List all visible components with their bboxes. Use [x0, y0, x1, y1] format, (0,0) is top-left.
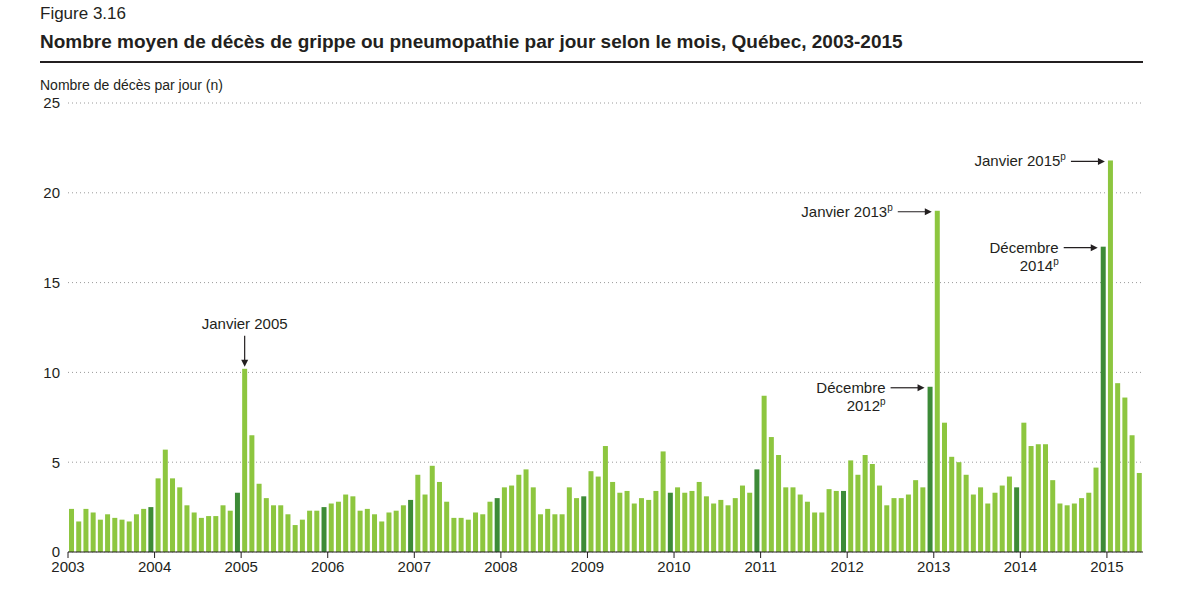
svg-text:5: 5 — [52, 454, 60, 471]
svg-text:25: 25 — [43, 94, 60, 111]
html-text:Nombre moyen de décès de gripp: Nombre moyen de décès de grippe ou pneum… — [40, 31, 903, 52]
svg-text:0: 0 — [52, 543, 60, 560]
svg-text:2008: 2008 — [484, 558, 517, 575]
svg-text:2012: 2012 — [831, 558, 864, 575]
svg-text:Janvier 2005: Janvier 2005 — [202, 315, 288, 332]
svg-text:Janvier 2013p: Janvier 2013p — [801, 202, 893, 220]
svg-text:20: 20 — [43, 184, 60, 201]
svg-text:2015: 2015 — [1090, 558, 1123, 575]
svg-text:2011: 2011 — [744, 558, 776, 575]
svg-text:2004: 2004 — [138, 558, 171, 575]
svg-text:2005: 2005 — [224, 558, 257, 575]
svg-text:15: 15 — [43, 274, 60, 291]
svg-text:2006: 2006 — [311, 558, 344, 575]
svg-text:10: 10 — [43, 364, 60, 381]
svg-text:2013: 2013 — [917, 558, 950, 575]
svg-text:2007: 2007 — [398, 558, 431, 575]
html-text:Figure 3.16: Figure 3.16 — [40, 4, 126, 23]
html-text:Nombre de décès par jour (n): Nombre de décès par jour (n) — [40, 77, 223, 93]
svg-text:Décembre2014p: Décembre2014p — [990, 239, 1060, 274]
svg-text:2014: 2014 — [1004, 558, 1037, 575]
svg-text:2010: 2010 — [657, 558, 690, 575]
svg-text:Janvier 2015p: Janvier 2015p — [974, 151, 1066, 169]
svg-text:2003: 2003 — [51, 558, 84, 575]
svg-text:Décembre2012p: Décembre2012p — [816, 379, 886, 414]
svg-text:2009: 2009 — [571, 558, 604, 575]
